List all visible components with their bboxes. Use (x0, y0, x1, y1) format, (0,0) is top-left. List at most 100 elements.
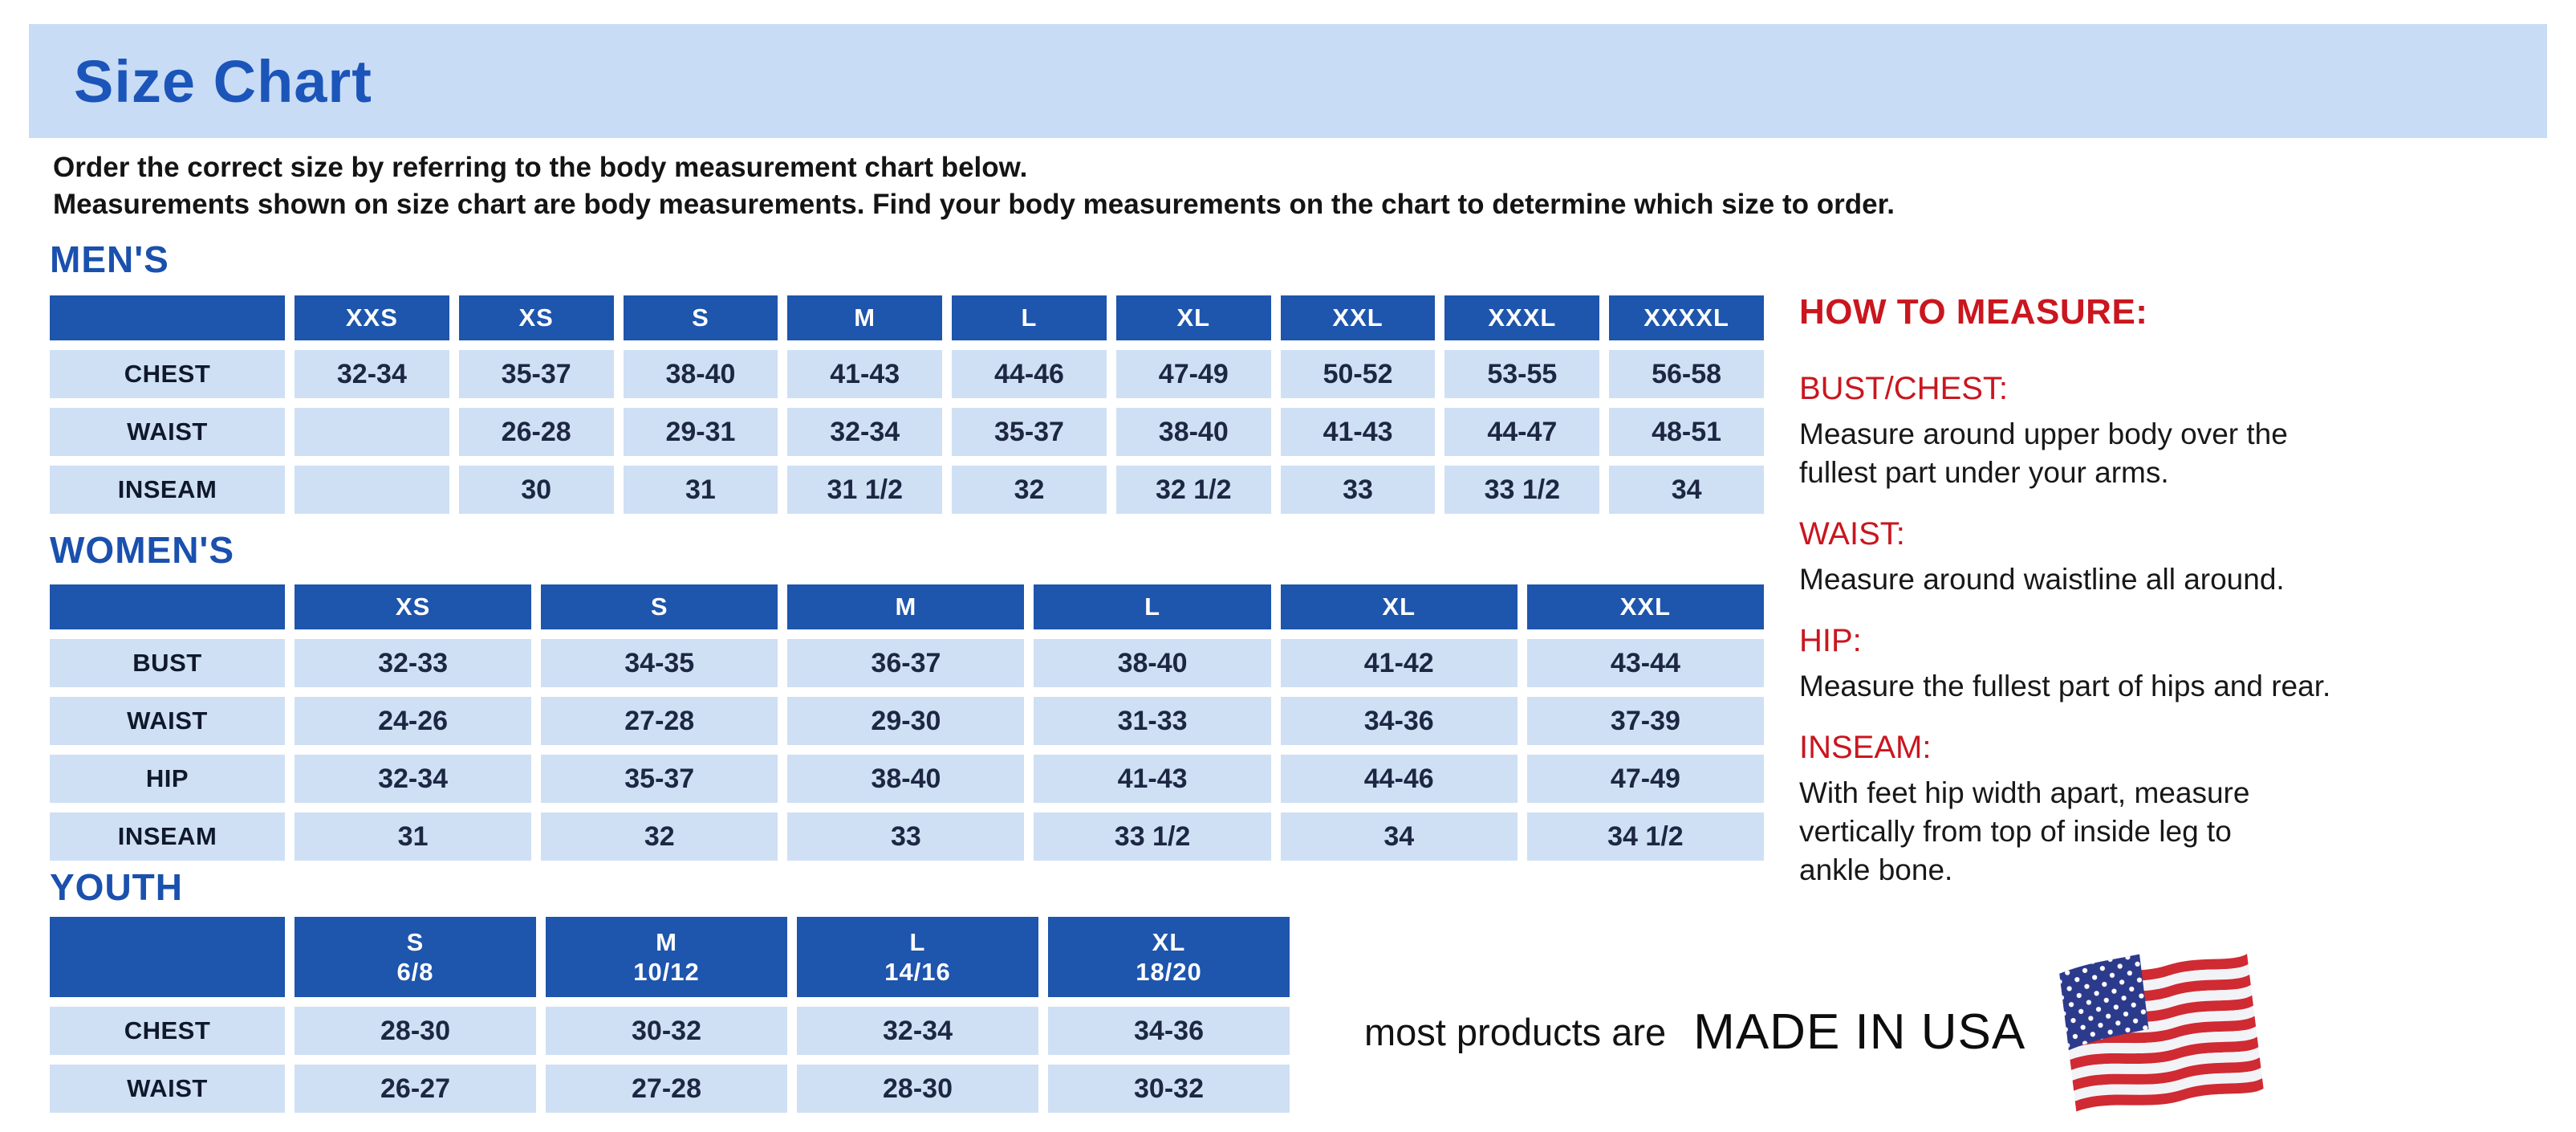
size-cell: 31 (295, 812, 532, 861)
size-cell: 43-44 (1526, 639, 1764, 687)
column-header: XXXL (1444, 295, 1600, 340)
column-header: XXXXL (1609, 295, 1764, 340)
column-header: S (623, 295, 778, 340)
youth-size-table: S 6/8 M 10/12 L 14/16 XL 18/20 CHEST 28-30 30-… (50, 917, 1290, 1113)
column-header: M 10/12 (546, 917, 787, 997)
column-header-blank (50, 584, 285, 629)
size-cell: 41-43 (1034, 755, 1271, 803)
size-cell: 30-32 (546, 1007, 787, 1055)
size-cell: 35-37 (541, 755, 778, 803)
size-cell: 30 (458, 466, 614, 514)
us-flag-icon (2059, 951, 2265, 1115)
column-header: XL (1115, 295, 1271, 340)
column-header: XS (295, 584, 532, 629)
how-to-measure-title: HOW TO MEASURE: (1799, 292, 2148, 332)
size-cell: 27-28 (541, 697, 778, 745)
size-cell: 34-36 (1280, 697, 1518, 745)
size-cell: 29-30 (787, 697, 1025, 745)
size-cell: 36-37 (787, 639, 1025, 687)
column-header: XS (458, 295, 614, 340)
size-cell: 32 (541, 812, 778, 861)
size-cell: 44-46 (1280, 755, 1518, 803)
mens-heading: MEN'S (50, 238, 169, 280)
size-cell: 44-46 (952, 350, 1107, 398)
size-cell: 32-33 (295, 639, 532, 687)
row-label: INSEAM (50, 466, 285, 514)
size-cell: 28-30 (295, 1007, 536, 1055)
size-cell: 34 1/2 (1526, 812, 1764, 861)
size-cell: 38-40 (623, 350, 778, 398)
measure-heading: INSEAM: (1799, 730, 1932, 765)
column-header: XL (1280, 584, 1518, 629)
intro-line-2: Measurements shown on size chart are bod… (53, 189, 1895, 220)
column-header: S 6/8 (295, 917, 536, 997)
made-in-usa-note: most products are MADE IN USA (1364, 939, 2268, 1124)
measure-text: Measure around upper body over the fulle… (1799, 417, 2288, 489)
column-header: XXL (1526, 584, 1764, 629)
womens-size-table: XS S M L XL XXL BUST 32-33 34-35 36-37 38-40 41-42 4… (50, 584, 1764, 861)
size-cell: 38-40 (1034, 639, 1271, 687)
size-cell: 47-49 (1526, 755, 1764, 803)
intro-line-1: Order the correct size by referring to t… (53, 152, 1028, 183)
size-cell: 41-43 (787, 350, 943, 398)
youth-heading: YOUTH (50, 866, 183, 908)
column-header: L (952, 295, 1107, 340)
size-cell: 35-37 (458, 350, 614, 398)
size-cell: 32-34 (787, 408, 943, 456)
row-label: WAIST (50, 408, 285, 456)
size-cell (295, 408, 449, 456)
row-label: BUST (50, 639, 285, 687)
size-cell: 31 (623, 466, 778, 514)
title-banner: Size Chart (29, 24, 2547, 138)
size-cell: 38-40 (1115, 408, 1271, 456)
size-cell: 34 (1280, 812, 1518, 861)
made-in-usa-emphasis: MADE IN USA (1693, 1004, 2026, 1060)
size-cell: 27-28 (546, 1065, 787, 1113)
size-cell: 38-40 (787, 755, 1025, 803)
column-header: XXL (1280, 295, 1436, 340)
measure-text: Measure the fullest part of hips and rea… (1799, 670, 2331, 702)
size-cell: 31 1/2 (787, 466, 943, 514)
size-cell: 32-34 (295, 350, 449, 398)
size-cell: 30-32 (1048, 1065, 1290, 1113)
size-cell: 44-47 (1444, 408, 1600, 456)
size-cell: 32 (952, 466, 1107, 514)
size-cell: 56-58 (1609, 350, 1764, 398)
how-to-measure-sections: BUST/CHEST: Measure around upper body ove… (1799, 371, 2505, 890)
size-cell: 29-31 (623, 408, 778, 456)
page-title: Size Chart (74, 47, 372, 115)
size-cell: 26-28 (458, 408, 614, 456)
measure-heading: HIP: (1799, 623, 1862, 658)
size-cell: 31-33 (1034, 697, 1271, 745)
size-cell: 47-49 (1115, 350, 1271, 398)
row-label: INSEAM (50, 812, 285, 861)
measure-text: Measure around waistline all around. (1799, 563, 2285, 596)
measure-heading: BUST/CHEST: (1799, 371, 2009, 406)
size-cell: 32-34 (797, 1007, 1038, 1055)
row-label: WAIST (50, 1065, 285, 1113)
size-cell: 34 (1609, 466, 1764, 514)
made-in-usa-prefix: most products are (1364, 1010, 1667, 1053)
column-header: M (787, 295, 943, 340)
size-cell: 35-37 (952, 408, 1107, 456)
size-cell: 53-55 (1444, 350, 1600, 398)
column-header: M (787, 584, 1025, 629)
size-cell: 50-52 (1280, 350, 1436, 398)
column-header: S (541, 584, 778, 629)
row-label: WAIST (50, 697, 285, 745)
size-cell: 33 (1280, 466, 1436, 514)
how-to-measure-panel: HOW TO MEASURE: BUST/CHEST: Measure aroun… (1799, 292, 2505, 890)
column-header: XL 18/20 (1048, 917, 1290, 997)
size-cell: 34-35 (541, 639, 778, 687)
womens-heading: WOMEN'S (50, 529, 235, 571)
row-label: CHEST (50, 350, 285, 398)
size-cell: 24-26 (295, 697, 532, 745)
size-cell: 28-30 (797, 1065, 1038, 1113)
column-header-blank (50, 295, 285, 340)
size-cell (295, 466, 449, 514)
row-label: HIP (50, 755, 285, 803)
size-cell: 33 (787, 812, 1025, 861)
size-cell: 48-51 (1609, 408, 1764, 456)
size-cell: 41-43 (1280, 408, 1436, 456)
size-cell: 37-39 (1526, 697, 1764, 745)
